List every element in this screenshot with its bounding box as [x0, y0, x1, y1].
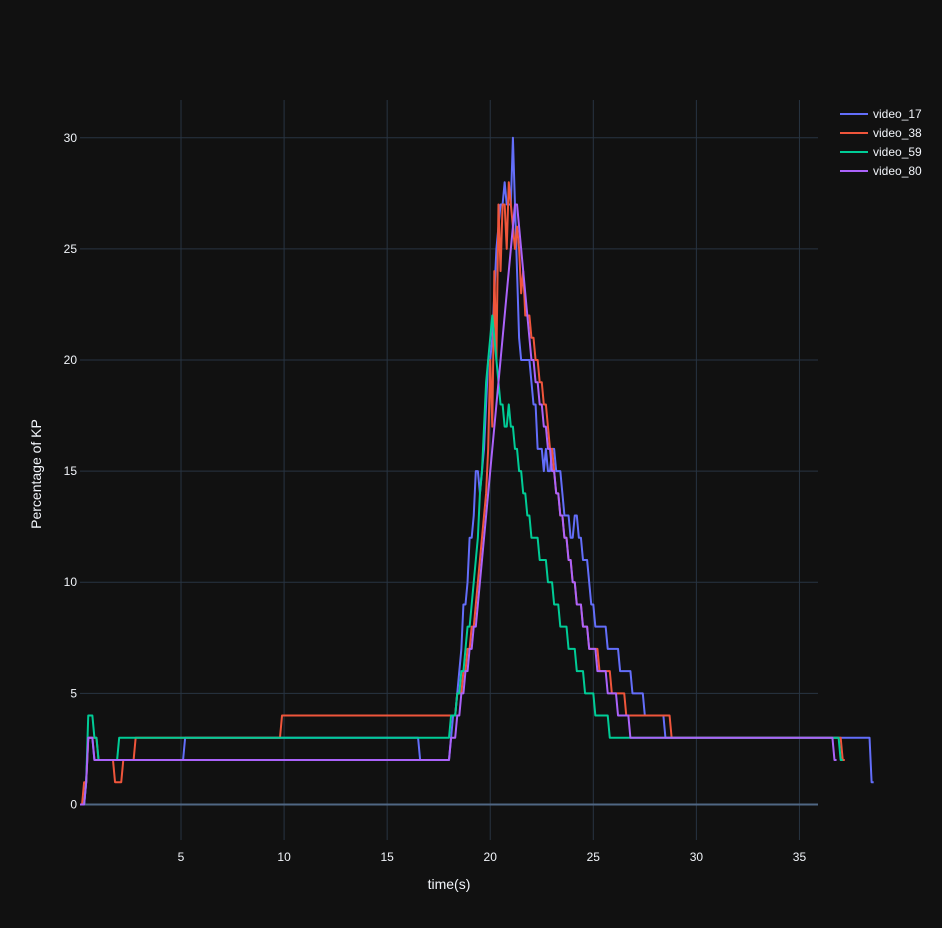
legend-item-video-59[interactable]: video_59: [840, 145, 922, 159]
y-tick-label: 0: [70, 797, 77, 811]
y-tick-label: 15: [64, 464, 78, 478]
series-line-video-80: [80, 203, 837, 806]
legend[interactable]: video_17 video_38 video_59 video_80: [840, 107, 922, 178]
x-tick-label: 20: [484, 850, 498, 864]
x-tick-label: 15: [380, 850, 394, 864]
tick-labels: 5 10 15 20 25 30 35 0 5 10 15 20 25 30: [64, 131, 807, 864]
y-tick-label: 5: [70, 686, 77, 700]
legend-item-video-17[interactable]: video_17: [840, 107, 922, 121]
legend-item-video-38[interactable]: video_38: [840, 126, 922, 140]
series-layer: [80, 136, 874, 806]
y-tick-label: 30: [64, 131, 78, 145]
y-axis-title: Percentage of KP: [28, 419, 44, 529]
legend-label: video_38: [873, 126, 922, 140]
legend-item-video-80[interactable]: video_80: [840, 164, 922, 178]
y-tick-label: 10: [64, 575, 78, 589]
y-tick-label: 20: [64, 353, 78, 367]
x-tick-label: 10: [277, 850, 291, 864]
y-tick-label: 25: [64, 242, 78, 256]
x-axis-title: time(s): [428, 876, 471, 892]
x-tick-label: 25: [587, 850, 601, 864]
x-tick-label: 35: [793, 850, 807, 864]
x-tick-label: 5: [178, 850, 185, 864]
legend-label: video_59: [873, 145, 922, 159]
grid: [80, 100, 818, 840]
legend-label: video_17: [873, 107, 922, 121]
legend-label: video_80: [873, 164, 922, 178]
x-tick-label: 30: [690, 850, 704, 864]
plot-area: [80, 100, 818, 840]
